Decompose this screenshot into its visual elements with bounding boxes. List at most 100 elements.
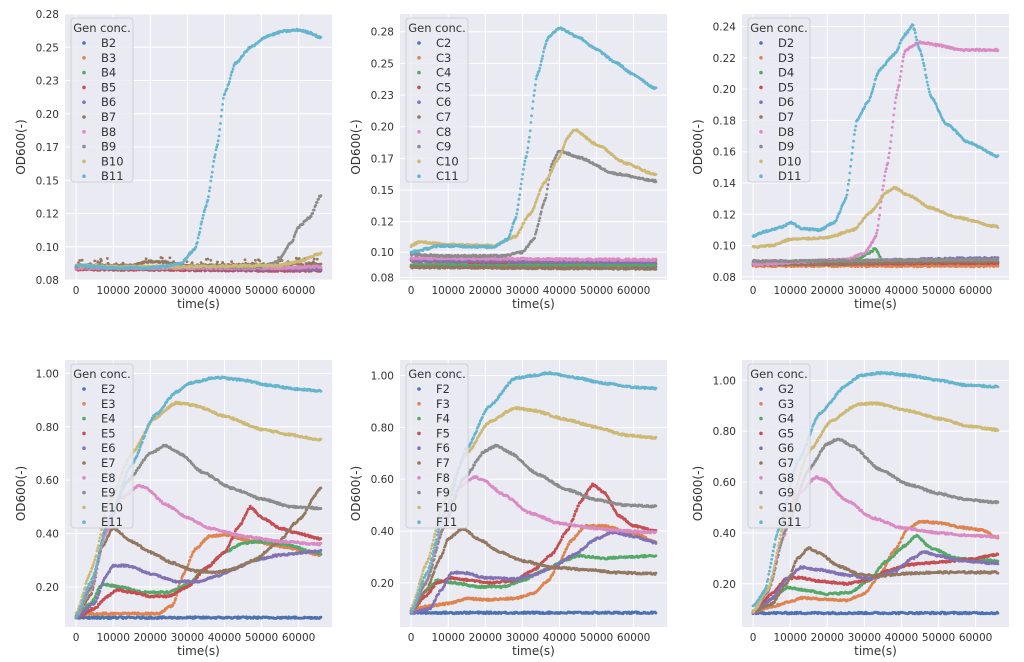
x-tick-label: 60000 [617, 285, 650, 297]
data-point [93, 259, 97, 263]
data-point [319, 266, 323, 269]
data-point [222, 97, 225, 100]
data-point [78, 259, 82, 262]
data-point [217, 134, 221, 138]
data-point [196, 236, 200, 240]
data-point [168, 256, 172, 260]
y-tick-label: 0.08 [371, 272, 394, 284]
x-tick-label: 30000 [171, 285, 204, 297]
data-point [216, 143, 219, 147]
x-axis-label: time(s) [512, 297, 555, 311]
data-point [207, 195, 210, 199]
data-point [203, 208, 207, 212]
chart-panel-2: 0 10000 20000 30000 40000 50000 600000.080.100… [349, 14, 667, 311]
x-tick-label: 10000 [97, 285, 130, 297]
data-point [227, 82, 231, 86]
data-point [202, 210, 206, 214]
legend-marker [82, 130, 86, 134]
data-point [199, 222, 203, 226]
data-point [243, 258, 247, 262]
data-point [216, 260, 219, 264]
y-tick-label: 0.10 [371, 247, 394, 259]
x-tick-label: 20000 [469, 285, 502, 297]
data-point [297, 226, 301, 229]
y-tick-label: 0.17 [371, 153, 394, 165]
chart-panel-1: 0 10000 20000 30000 40000 50000 600000.080.100… [14, 9, 332, 311]
data-point [205, 200, 209, 204]
x-tick-label: 40000 [543, 285, 576, 297]
legend-marker [82, 85, 86, 90]
y-tick-label: 0.10 [36, 242, 59, 254]
legend-marker [82, 159, 86, 164]
data-point [317, 197, 320, 201]
data-point [228, 80, 231, 83]
data-point [230, 260, 234, 263]
legend-entry: B4 [101, 66, 116, 80]
data-point [213, 155, 216, 159]
data-point [219, 114, 223, 118]
data-point [291, 238, 295, 242]
y-tick-label: 0.20 [36, 109, 59, 121]
data-point [201, 213, 205, 217]
data-point [230, 70, 234, 73]
data-point [223, 92, 227, 95]
legend-entry: B9 [101, 140, 116, 154]
legend-marker [82, 115, 86, 119]
x-tick-label: 50000 [580, 285, 613, 297]
x-tick-label: 20000 [134, 285, 167, 297]
data-point [319, 194, 323, 198]
data-point [319, 35, 323, 39]
x-tick-label: 0 [73, 285, 80, 297]
data-point [212, 159, 216, 163]
data-point [210, 170, 214, 174]
data-point [194, 245, 198, 249]
data-point [204, 204, 208, 207]
legend-box [70, 17, 134, 183]
legend-marker [82, 70, 86, 75]
data-point [96, 260, 100, 264]
x-tick-label: 10000 [432, 285, 465, 297]
data-point [181, 260, 185, 264]
data-point [214, 148, 218, 152]
data-point [196, 241, 199, 244]
y-tick-label: 0.25 [371, 58, 394, 70]
legend-entry: B5 [101, 80, 116, 94]
data-point [216, 139, 220, 143]
data-point [229, 73, 233, 77]
legend-marker [82, 174, 86, 178]
data-point [319, 262, 323, 266]
x-tick-label: 30000 [506, 285, 539, 297]
series-B11 [74, 27, 323, 271]
data-point [185, 260, 189, 263]
data-point [219, 122, 222, 125]
y-tick-label: 0.15 [36, 175, 59, 187]
data-point [225, 87, 229, 91]
legend-entry: B8 [101, 125, 116, 139]
data-point [293, 233, 297, 237]
legend-entry: B3 [101, 51, 116, 65]
data-point [197, 233, 201, 237]
legend-entry: B6 [101, 95, 116, 109]
legend-marker [82, 144, 86, 149]
data-point [206, 257, 210, 261]
data-point [309, 215, 313, 218]
y-axis-label: OD600(-) [14, 119, 28, 174]
legend-marker [82, 100, 86, 104]
data-point [220, 108, 224, 112]
data-point [258, 259, 262, 263]
data-point [218, 128, 222, 131]
data-point [221, 261, 225, 264]
legend-entry: B10 [101, 154, 124, 168]
y-tick-label: 0.25 [36, 42, 59, 54]
data-point [80, 258, 84, 262]
legend-entry: B7 [101, 110, 116, 124]
data-point [208, 186, 212, 189]
y-tick-label: 0.20 [371, 122, 394, 134]
y-tick-label: 0.23 [36, 76, 59, 88]
x-axis-label: time(s) [177, 297, 220, 311]
y-tick-label: 0.08 [36, 275, 59, 287]
data-point [198, 230, 202, 234]
data-point [314, 204, 318, 207]
data-point [254, 258, 257, 262]
